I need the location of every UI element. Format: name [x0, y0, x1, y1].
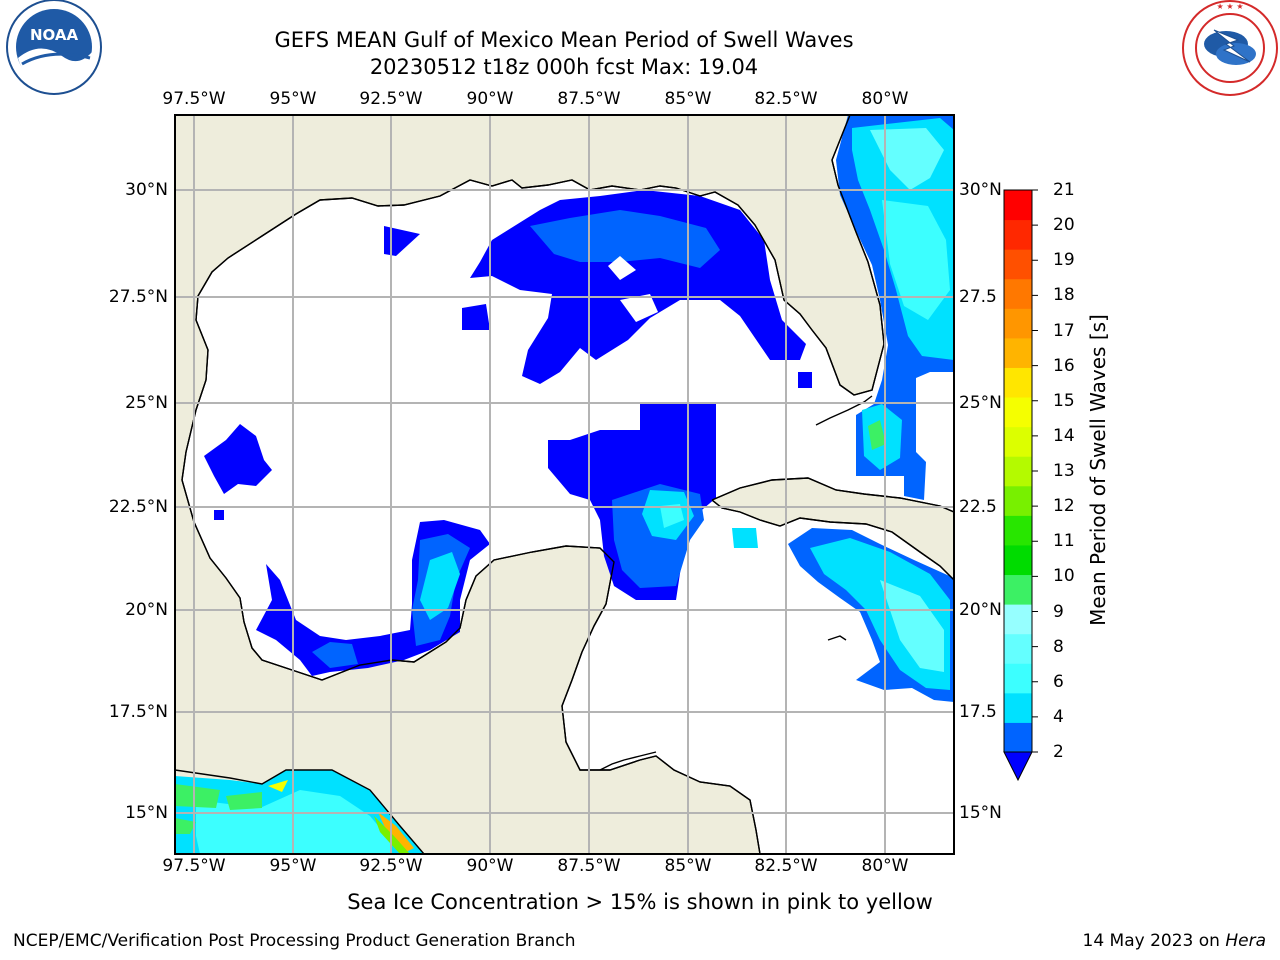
lat-tick-right: 15°N	[959, 803, 1002, 823]
lat-tick-left: 15°N	[125, 803, 168, 823]
lat-tick-right: 25°N	[959, 393, 1002, 413]
colorbar-tick-label: 10	[1053, 566, 1075, 587]
coastline	[175, 115, 954, 854]
colorbar-segment	[1004, 456, 1032, 487]
colorbar-segment	[1004, 692, 1032, 723]
lat-tick-left: 20°N	[125, 600, 168, 620]
colorbar-tick-label: 19	[1053, 250, 1075, 271]
colorbar-tick-label: 21	[1053, 180, 1075, 200]
lon-tick-top: 82.5°W	[754, 89, 818, 109]
colorbar-segment	[1004, 515, 1032, 546]
colorbar-segment	[1004, 397, 1032, 428]
colorbar-segment	[1004, 278, 1032, 309]
colorbar-segment	[1004, 367, 1032, 398]
colorbar-tick-label: 18	[1053, 285, 1075, 306]
national-weather-service-logo: ★ ★ ★	[1182, 0, 1278, 96]
lat-tick-left: 25°N	[125, 393, 168, 413]
colorbar-segment	[1004, 308, 1032, 339]
lon-tick-bottom: 95°W	[269, 856, 317, 876]
lat-tick-right: 17.5	[959, 702, 997, 722]
lon-tick-top: 87.5°W	[557, 89, 621, 109]
colorbar-tick-label: 4	[1053, 706, 1064, 727]
colorbar-segment	[1004, 337, 1032, 368]
colorbar-tick-label: 14	[1053, 425, 1075, 446]
lon-tick-top: 85°W	[664, 89, 712, 109]
lon-tick-bottom: 90°W	[466, 856, 514, 876]
colorbar-extend-min	[1003, 751, 1033, 782]
lat-tick-right: 20°N	[959, 600, 1002, 620]
colorbar-tick-label: 17	[1053, 320, 1075, 341]
svg-text:★ ★ ★: ★ ★ ★	[1216, 2, 1243, 11]
swell-shading	[175, 115, 954, 854]
colorbar-tick-label: 8	[1053, 636, 1064, 657]
lon-tick-top: 97.5°W	[162, 89, 226, 109]
lat-tick-right: 22.5	[959, 497, 997, 517]
colorbar-segment	[1004, 426, 1032, 457]
colorbar-segment	[1004, 219, 1032, 250]
footer-credit: NCEP/EMC/Verification Post Processing Pr…	[13, 931, 576, 951]
colorbar-tick-label: 13	[1053, 461, 1075, 481]
colorbar-title: Mean Period of Swell Waves [s]	[1086, 314, 1110, 626]
colorbar-segment	[1004, 604, 1032, 635]
colorbar-segment	[1004, 663, 1032, 694]
lon-tick-bottom: 92.5°W	[359, 856, 423, 876]
colorbar-segment	[1004, 544, 1032, 576]
sea-ice-note-text: Sea Ice Concentration > 15% is shown in …	[347, 890, 933, 914]
lon-tick-bottom: 97.5°W	[162, 856, 226, 876]
lon-tick-top: 80°W	[861, 89, 909, 109]
lon-tick-bottom: 87.5°W	[557, 856, 621, 876]
colorbar-segment	[1004, 722, 1032, 753]
lat-tick-left: 30°N	[125, 180, 168, 200]
colorbar-tick-label: 16	[1053, 355, 1075, 376]
sea-ice-note: Sea Ice Concentration > 15% is shown in …	[0, 890, 1280, 914]
lat-tick-left: 22.5°N	[108, 497, 168, 517]
colorbar-segment	[1004, 190, 1032, 221]
colorbar-segment	[1004, 249, 1032, 280]
lon-tick-top: 95°W	[269, 89, 317, 109]
noaa-logo: NOAA	[6, 0, 102, 95]
colorbar-tick-label: 15	[1053, 390, 1075, 411]
footer-date: 14 May 2023 on Hera	[1083, 931, 1267, 951]
colorbar-tick-label: 12	[1053, 496, 1075, 517]
colorbar-segment	[1004, 633, 1032, 664]
chart-subtitle: 20230512 t18z 000h fcst Max: 19.04	[369, 55, 759, 79]
map-area	[175, 115, 954, 854]
noaa-logo-text: NOAA	[30, 26, 79, 44]
lon-tick-bottom: 80°W	[861, 856, 909, 876]
colorbar-segment	[1004, 574, 1032, 605]
lon-tick-bottom: 82.5°W	[754, 856, 818, 876]
colorbar-tick-label: 20	[1053, 215, 1075, 236]
chart-title: GEFS MEAN Gulf of Mexico Mean Period of …	[274, 28, 854, 52]
colorbar-tick-label: 2	[1053, 742, 1064, 762]
lat-tick-left: 17.5°N	[108, 702, 168, 722]
lat-tick-right: 30°N	[959, 180, 1002, 200]
colorbar-tick-label: 11	[1053, 531, 1075, 552]
colorbar	[1003, 189, 1038, 782]
footer-date-text: 14 May 2023 on	[1082, 931, 1226, 951]
footer-host: Hera	[1225, 931, 1266, 951]
lon-tick-top: 90°W	[466, 89, 514, 109]
graticule	[175, 115, 954, 854]
map-frame	[174, 114, 955, 855]
lat-tick-left: 27.5°N	[108, 287, 168, 307]
lon-tick-bottom: 85°W	[664, 856, 712, 876]
colorbar-tick-label: 9	[1053, 601, 1064, 622]
colorbar-tick-label: 6	[1053, 671, 1064, 692]
lon-tick-top: 92.5°W	[359, 89, 423, 109]
lat-tick-right: 27.5	[959, 287, 997, 307]
colorbar-segment	[1004, 485, 1032, 516]
